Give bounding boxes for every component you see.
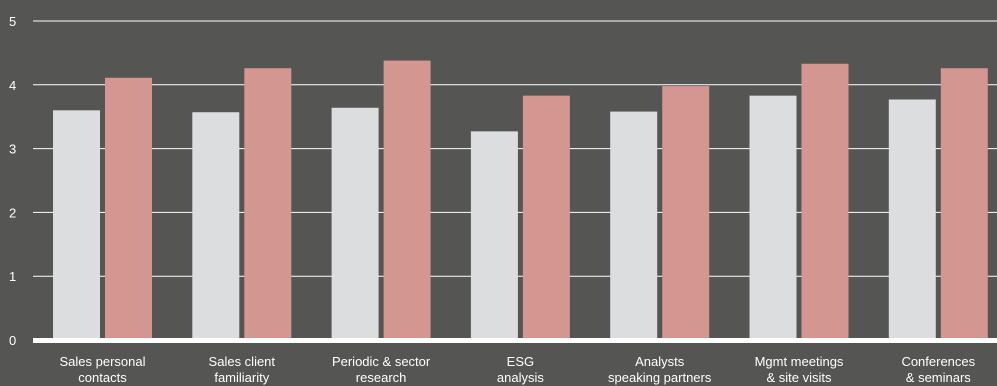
x-axis-baseline <box>33 338 997 343</box>
bar-series-2-1 <box>105 78 152 340</box>
x-category-label: Mgmt meetings <box>755 354 844 369</box>
y-tick-label: 3 <box>9 142 16 157</box>
bars <box>53 61 988 340</box>
bar-series-2-4 <box>523 96 570 340</box>
x-category-label: ESG <box>507 354 534 369</box>
bar-series-1-3 <box>332 108 379 340</box>
y-tick-label: 2 <box>9 205 16 220</box>
x-category-label: Conferences <box>901 354 975 369</box>
x-category-label: analysis <box>497 370 544 385</box>
bar-series-2-3 <box>384 61 431 340</box>
x-category-label: research <box>356 370 407 385</box>
bar-series-1-7 <box>889 99 936 340</box>
x-category-label: Periodic & sector <box>332 354 431 369</box>
y-tick-label: 0 <box>9 333 16 348</box>
x-category-label: & seminars <box>906 370 972 385</box>
x-category-label: familiarity <box>214 370 269 385</box>
bar-series-2-7 <box>941 68 988 340</box>
bar-series-1-1 <box>53 110 100 340</box>
x-category-label: & site visits <box>766 370 832 385</box>
bar-series-1-6 <box>750 96 797 340</box>
bar-series-2-5 <box>662 86 709 340</box>
x-category-label: speaking partners <box>608 370 712 385</box>
bar-series-1-5 <box>610 112 657 340</box>
x-category-label: contacts <box>78 370 127 385</box>
y-tick-label: 1 <box>9 269 16 284</box>
y-axis: 0 1 2 3 4 5 <box>9 14 16 348</box>
x-category-label: Sales client <box>209 354 276 369</box>
bar-series-1-4 <box>471 131 518 340</box>
y-tick-label: 4 <box>9 78 16 93</box>
bar-series-1-2 <box>192 112 239 340</box>
bar-series-2-6 <box>802 64 849 340</box>
x-category-label: Analysts <box>635 354 685 369</box>
x-category-label: Sales personal <box>60 354 146 369</box>
bar-series-2-2 <box>244 68 291 340</box>
y-tick-label: 5 <box>9 14 16 29</box>
